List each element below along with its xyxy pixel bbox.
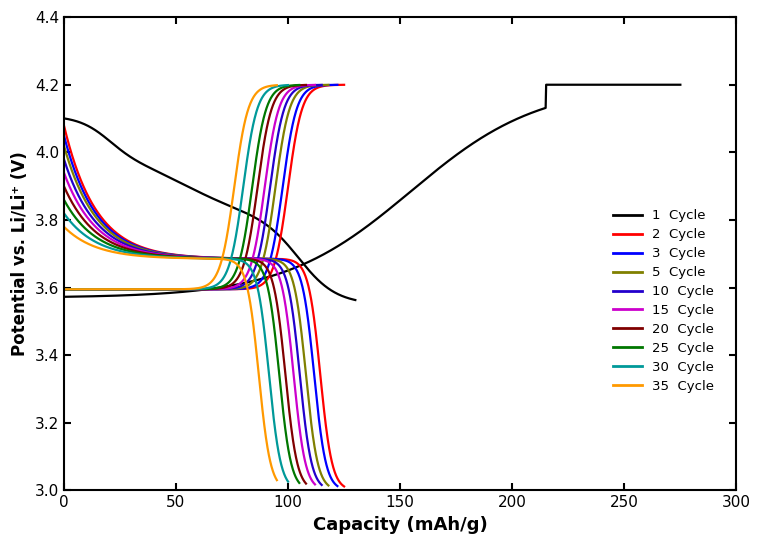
Y-axis label: Potential vs. Li/Li⁺ (V): Potential vs. Li/Li⁺ (V) <box>11 152 29 356</box>
X-axis label: Capacity (mAh/g): Capacity (mAh/g) <box>312 516 488 534</box>
Legend: 1  Cycle, 2  Cycle, 3  Cycle, 5  Cycle, 10  Cycle, 15  Cycle, 20  Cycle, 25  Cyc: 1 Cycle, 2 Cycle, 3 Cycle, 5 Cycle, 10 C… <box>607 204 719 398</box>
